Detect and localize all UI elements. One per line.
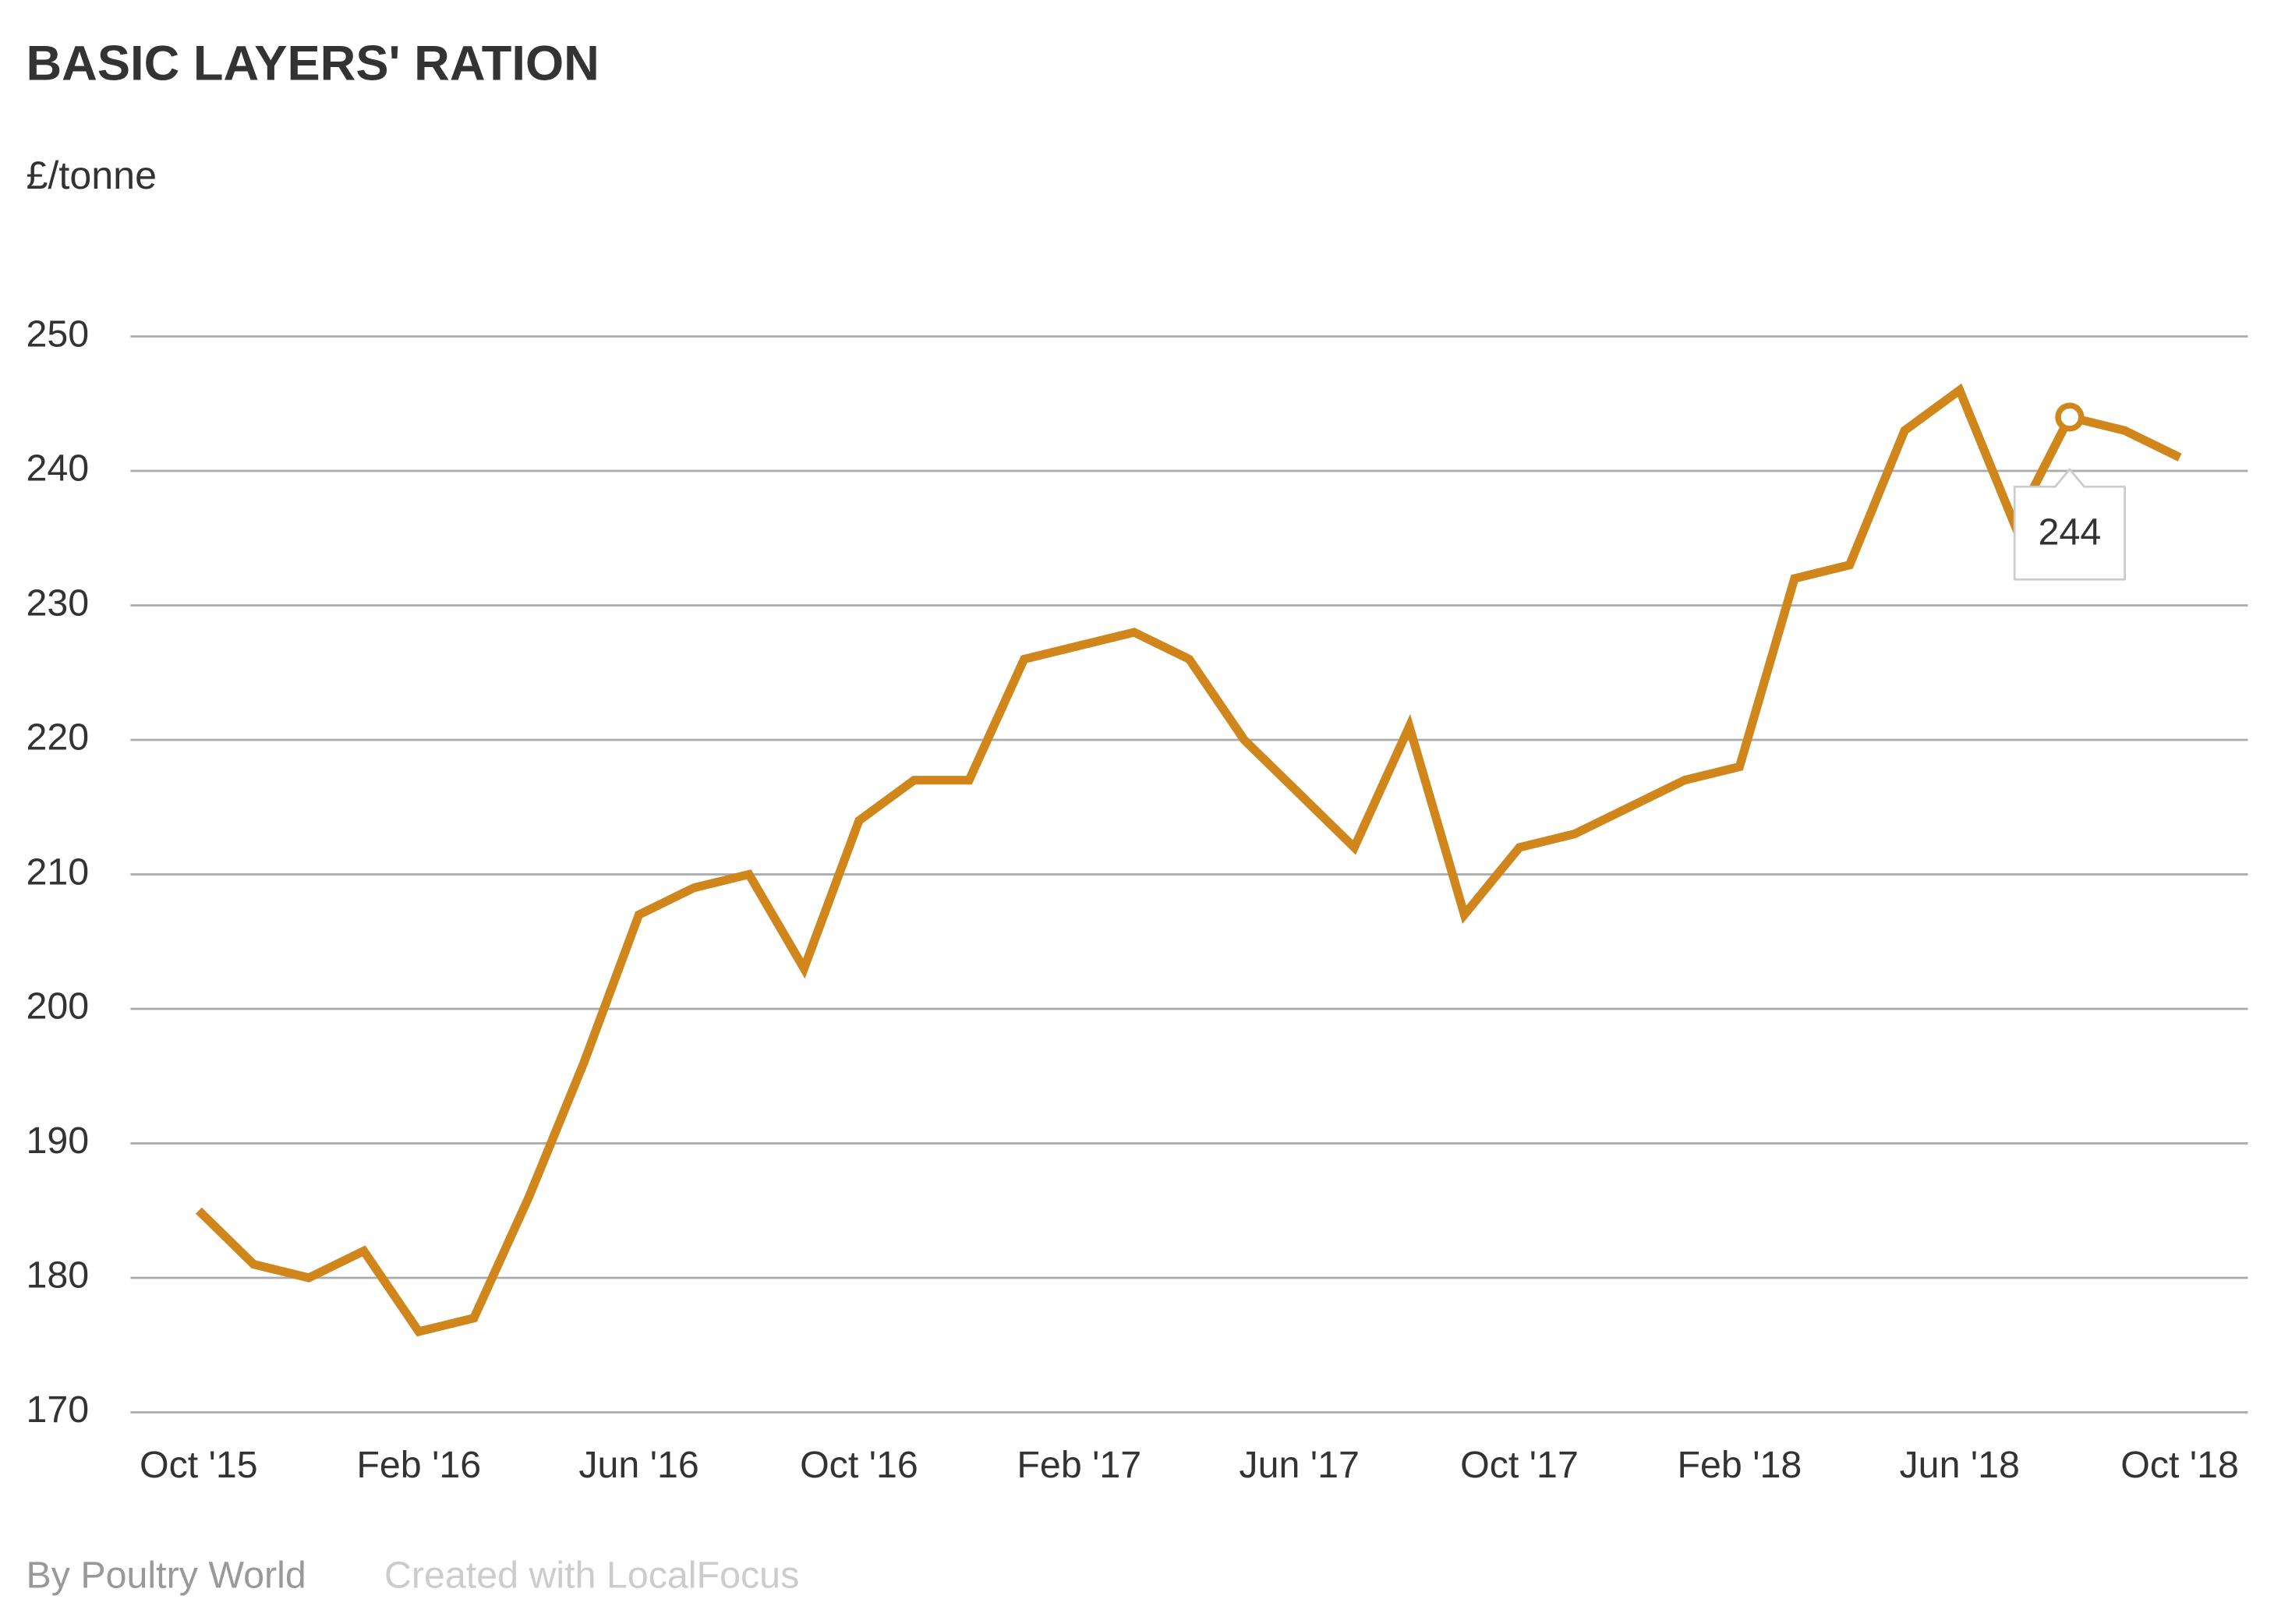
x-tick-label: Jun '16 bbox=[578, 1444, 698, 1486]
chart-title: BASIC LAYERS' RATION bbox=[26, 36, 599, 90]
x-tick-label: Feb '18 bbox=[1677, 1444, 1802, 1486]
tooltip-box bbox=[2013, 468, 2126, 581]
x-tick-label: Oct '16 bbox=[800, 1444, 918, 1486]
y-tick-label: 210 bbox=[26, 851, 89, 893]
y-tick-label: 180 bbox=[26, 1254, 89, 1297]
tooltip: 244 bbox=[2013, 468, 2126, 581]
y-tick-label: 250 bbox=[26, 313, 89, 355]
line-series bbox=[195, 383, 2182, 1337]
tooltip-label: 244 bbox=[2039, 511, 2102, 553]
x-tick-label: Feb '17 bbox=[1017, 1444, 1141, 1486]
x-tick-label: Oct '18 bbox=[2120, 1444, 2239, 1486]
x-tick-label: Jun '17 bbox=[1239, 1444, 1359, 1486]
chart-subtitle: £/tonne bbox=[26, 154, 157, 197]
y-tick-label: 190 bbox=[26, 1120, 89, 1162]
x-tick-label: Oct '15 bbox=[140, 1444, 258, 1486]
credit: Created with LocalFocus bbox=[384, 1554, 799, 1596]
x-tick-label: Feb '16 bbox=[356, 1444, 481, 1486]
y-tick-label: 200 bbox=[26, 985, 89, 1028]
y-tick-label: 220 bbox=[26, 716, 89, 759]
y-tick-label: 240 bbox=[26, 448, 89, 490]
x-tick-label: Jun '18 bbox=[1899, 1444, 2019, 1486]
source: By Poultry World bbox=[26, 1554, 306, 1596]
highlight-point bbox=[2055, 402, 2085, 432]
y-tick-label: 230 bbox=[26, 582, 89, 624]
y-tick-label: 170 bbox=[26, 1389, 89, 1431]
x-tick-label: Oct '17 bbox=[1460, 1444, 1579, 1486]
